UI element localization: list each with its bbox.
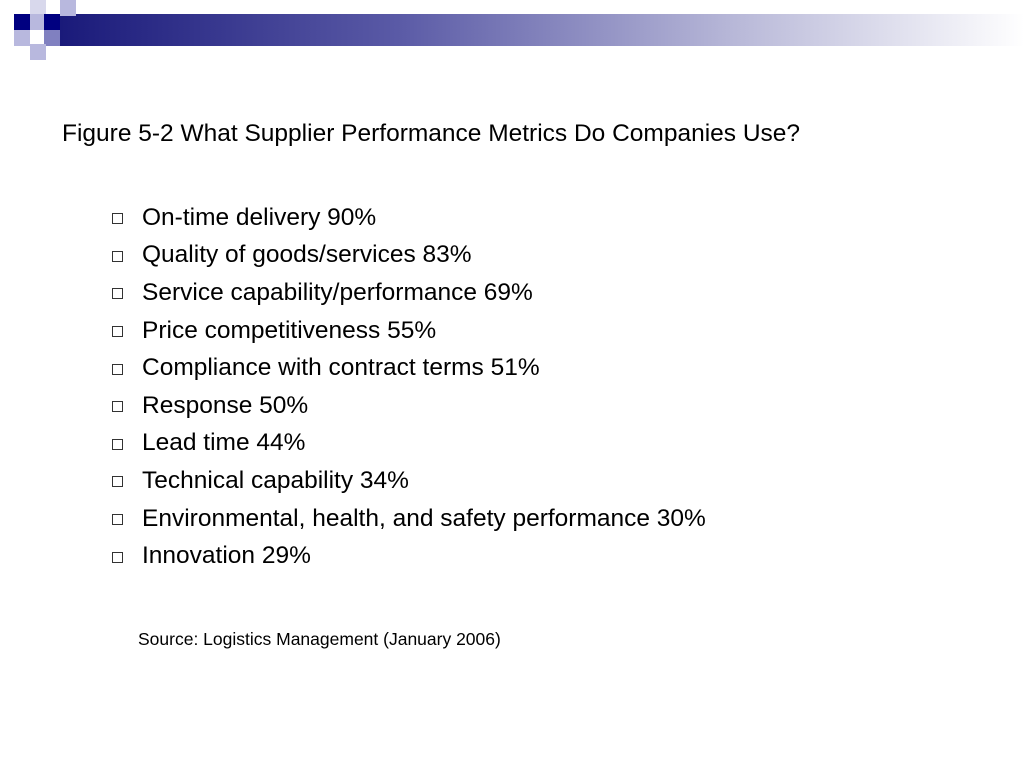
list-item: Response 50% xyxy=(112,387,706,425)
header-decoration xyxy=(0,0,1024,62)
metric-text: Price competitiveness 55% xyxy=(142,316,437,344)
list-item: Quality of goods/services 83% xyxy=(112,237,706,275)
list-item: Innovation 29% xyxy=(112,537,706,575)
decor-square xyxy=(14,14,30,30)
square-bullet-icon xyxy=(112,514,123,526)
metric-text: Innovation 29% xyxy=(142,542,311,570)
square-bullet-icon xyxy=(112,288,123,300)
decor-square xyxy=(60,0,76,16)
square-bullet-icon xyxy=(112,363,123,375)
list-item: Technical capability 34% xyxy=(112,462,706,500)
metric-text: Quality of goods/services 83% xyxy=(142,241,472,269)
decor-square xyxy=(44,30,60,46)
list-item: Service capability/performance 69% xyxy=(112,274,706,312)
square-bullet-icon xyxy=(112,476,123,488)
decor-square xyxy=(30,14,46,30)
decor-square xyxy=(30,44,46,60)
metrics-list: On-time delivery 90% Quality of goods/se… xyxy=(112,199,706,575)
square-bullet-icon xyxy=(112,551,123,563)
metric-text: Environmental, health, and safety perfor… xyxy=(142,504,706,532)
metric-text: Compliance with contract terms 51% xyxy=(142,354,540,382)
list-item: Lead time 44% xyxy=(112,425,706,463)
metric-text: On-time delivery 90% xyxy=(142,203,377,231)
list-item: Compliance with contract terms 51% xyxy=(112,349,706,387)
header-gradient-bar xyxy=(60,14,1024,46)
source-citation: Source: Logistics Management (January 20… xyxy=(138,629,501,649)
square-bullet-icon xyxy=(112,438,123,450)
slide-title: Figure 5-2 What Supplier Performance Met… xyxy=(62,120,801,147)
decor-square xyxy=(30,0,46,16)
square-bullet-icon xyxy=(112,250,123,262)
metric-text: Response 50% xyxy=(142,391,309,419)
metric-text: Service capability/performance 69% xyxy=(142,278,533,306)
square-bullet-icon xyxy=(112,326,123,338)
list-item: On-time delivery 90% xyxy=(112,199,706,237)
metric-text: Technical capability 34% xyxy=(142,466,409,494)
metric-text: Lead time 44% xyxy=(142,429,306,457)
list-item: Environmental, health, and safety perfor… xyxy=(112,500,706,538)
square-bullet-icon xyxy=(112,213,123,225)
decor-square xyxy=(44,14,60,30)
square-bullet-icon xyxy=(112,401,123,413)
list-item: Price competitiveness 55% xyxy=(112,312,706,350)
decor-square xyxy=(14,30,30,46)
